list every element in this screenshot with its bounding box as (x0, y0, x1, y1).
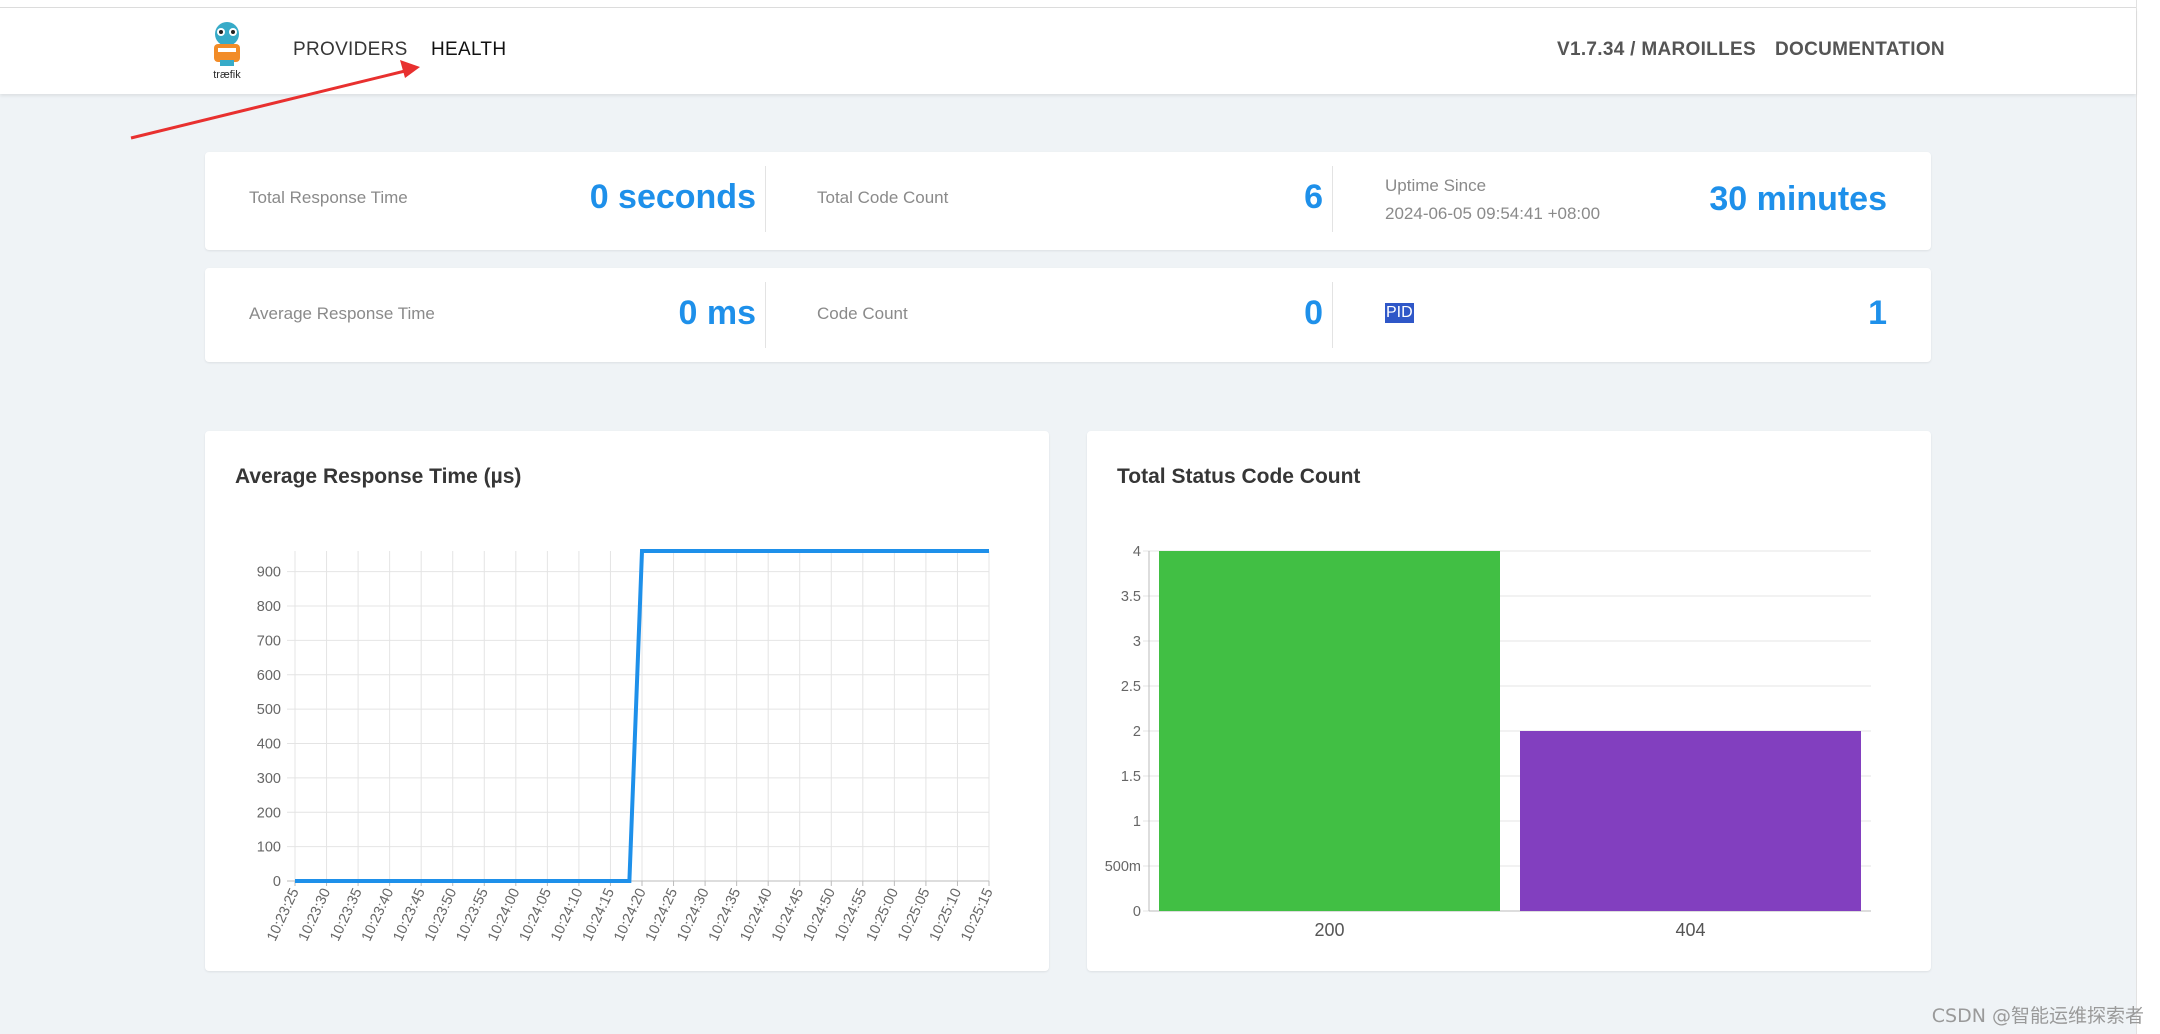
status-code-bar-chart: 0 500m 1 1.5 2 2.5 3 3.5 4 200 404 (1105, 544, 1871, 940)
y-tick-label: 0 (273, 874, 281, 890)
total-code-count-value: 6 (1304, 178, 1323, 216)
uptime-value: 30 minutes (1709, 180, 1887, 218)
stats-card-row-2: Average Response Time 0 ms Code Count 0 … (205, 268, 1931, 362)
page-scrollbar[interactable] (2136, 0, 2160, 1034)
traefik-logo[interactable]: træfik (202, 20, 252, 82)
uptime-label: Uptime Since (1385, 176, 1487, 195)
y-tick-label: 300 (257, 771, 281, 787)
nav-providers[interactable]: PROVIDERS (293, 39, 408, 60)
code-count-label: Code Count (817, 304, 908, 323)
browser-top-edge (0, 0, 2136, 8)
avg-response-time-value: 0 ms (678, 294, 757, 332)
y-tick-label: 3.5 (1121, 589, 1141, 605)
divider (1332, 166, 1333, 232)
y-tick-label: 1.5 (1121, 769, 1141, 785)
pid-value: 1 (1868, 294, 1887, 332)
divider (765, 282, 766, 348)
top-navbar: træfik PROVIDERS HEALTH V1.7.34 / MAROIL… (0, 8, 2136, 94)
divider (765, 166, 766, 232)
pid-label: PID (1385, 303, 1414, 323)
y-tick-label: 3 (1133, 634, 1141, 650)
y-tick-label: 100 (257, 840, 281, 856)
y-tick-label: 400 (257, 737, 281, 753)
y-tick-label: 4 (1133, 544, 1141, 560)
watermark: CSDN @智能运维探索者 (1931, 1005, 2144, 1027)
y-tick-label: 600 (257, 668, 281, 684)
total-response-time-value: 0 seconds (589, 178, 756, 216)
code-count-value: 0 (1304, 294, 1323, 332)
y-tick-label: 900 (257, 565, 281, 581)
x-tick-label: 200 (1314, 920, 1344, 940)
total-code-count-label: Total Code Count (817, 188, 949, 207)
response-time-series-line (295, 549, 989, 883)
nav-documentation[interactable]: DOCUMENTATION (1775, 39, 1945, 60)
divider (1332, 282, 1333, 348)
y-tick-label: 500 (257, 702, 281, 718)
x-tick-label: 404 (1675, 920, 1705, 940)
avg-response-time-label: Average Response Time (249, 304, 435, 323)
y-tick-label: 1 (1133, 814, 1141, 830)
avg-response-chart-title: Average Response Time (µs) (235, 465, 522, 488)
uptime-since-value: 2024-06-05 09:54:41 +08:00 (1385, 204, 1601, 223)
y-tick-label: 2.5 (1121, 679, 1141, 695)
avg-response-chart-card: Average Response Time (µs) 10:23:25 10:23… (205, 431, 1049, 971)
y-tick-label: 500m (1105, 859, 1141, 875)
y-tick-label: 800 (257, 599, 281, 615)
version-label: V1.7.34 / MAROILLES (1557, 39, 1756, 60)
y-tick-label: 2 (1133, 724, 1141, 740)
total-response-time-label: Total Response Time (249, 188, 408, 207)
y-tick-label: 0 (1133, 904, 1141, 920)
status-code-chart-card: Total Status Code Count 0 500m 1 1.5 2 2.5 3 3.… (1087, 431, 1931, 971)
y-tick-label: 200 (257, 805, 281, 821)
nav-health[interactable]: HEALTH (431, 39, 507, 60)
avg-response-line-chart: 10:23:2510:23:3010:23:3510:23:4010:23:45… (257, 549, 997, 944)
bar-404 (1520, 731, 1861, 911)
status-code-chart-title: Total Status Code Count (1117, 465, 1361, 488)
bar-200 (1159, 551, 1500, 911)
stats-card-row-1: Total Response Time 0 seconds Total Code… (205, 152, 1931, 250)
y-tick-label: 700 (257, 633, 281, 649)
logo-text: træfik (213, 69, 241, 81)
